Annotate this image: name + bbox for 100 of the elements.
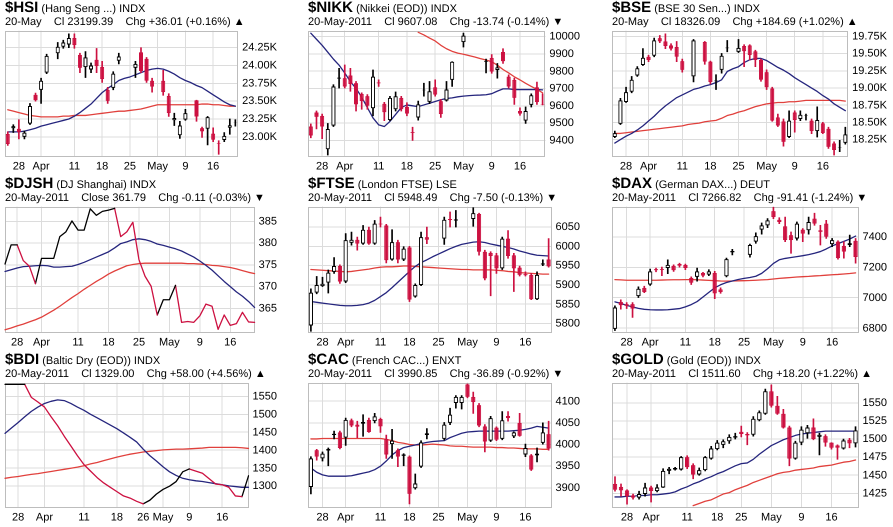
candlestick: [314, 276, 319, 294]
y-tick-label: 4000: [556, 438, 580, 451]
x-tick-label: May: [152, 511, 174, 524]
y-tick-label: 24.25K: [242, 42, 278, 54]
y-tick-label: 1350: [252, 462, 278, 474]
candlestick: [161, 70, 166, 96]
x-tick-label: 9: [196, 336, 203, 348]
y-tick-label: 23.25K: [242, 113, 278, 126]
y-tick-label: 7400: [862, 230, 888, 243]
candlestick: [384, 224, 388, 264]
y-tick-label: 4050: [556, 416, 580, 429]
x-tick-label: Apr: [642, 336, 660, 348]
candlestick: [697, 468, 702, 476]
x-tick-label: 25: [732, 160, 745, 172]
candlestick: [355, 236, 360, 251]
x-tick-label: Apr: [32, 160, 50, 172]
x-tick-label: May: [457, 336, 478, 348]
candlestick: [139, 47, 143, 73]
candlestick: [635, 66, 640, 77]
x-tick-label: 18: [403, 511, 416, 524]
y-tick-label: 385: [258, 215, 278, 228]
x-tick-label: 11: [676, 160, 688, 172]
x-tick-label: 11: [72, 336, 84, 348]
x-tick-label: 9: [800, 336, 806, 348]
candlestick: [658, 35, 662, 44]
x-tick-label: May: [453, 160, 474, 172]
y-tick-label: 1475: [862, 451, 888, 464]
y-tick-label: 1550: [252, 390, 278, 402]
chart-subtitle: 20-May Cl 23199.39 Chg +36.01 (+0.16%) ▲: [4, 16, 246, 28]
candlestick: [342, 64, 347, 88]
x-tick-label: 25: [432, 336, 445, 348]
candlestick: [500, 411, 504, 440]
candlestick: [413, 283, 418, 298]
candlestick: [433, 80, 438, 96]
candlestick: [399, 96, 404, 112]
x-tick-label: 18: [110, 511, 124, 524]
y-tick-label: 1550: [862, 396, 888, 409]
y-tick-label: 9900: [549, 48, 574, 60]
y-tick-label: 380: [258, 237, 278, 250]
candlestick: [748, 44, 752, 60]
y-tick-label: 10000: [549, 30, 580, 43]
candlestick: [471, 207, 476, 227]
x-tick-label: 9: [493, 336, 500, 348]
x-tick-label: 16: [207, 160, 220, 172]
y-tick-label: 4100: [556, 395, 580, 408]
chart-title: $BSE (BSE 30 Sen...) INDX: [612, 0, 760, 16]
y-tick-label: 3950: [556, 460, 580, 472]
y-tick-label: 6000: [556, 240, 580, 252]
candlestick: [172, 112, 176, 126]
x-tick-label: 28: [620, 160, 632, 172]
chart-title: $BDI (Baltic Dry (EOD)) INDX: [5, 351, 160, 368]
candlestick: [442, 422, 446, 441]
y-tick-label: 1425: [862, 487, 888, 500]
x-tick-label: 18: [711, 511, 724, 524]
y-tick-label: 9400: [549, 134, 574, 146]
y-tick-label: 375: [258, 258, 278, 271]
y-tick-label: 23.50K: [242, 95, 278, 108]
x-tick-label: 25: [432, 511, 445, 524]
candlestick: [6, 132, 10, 146]
x-tick-label: 9: [488, 160, 495, 172]
x-tick-label: 18: [704, 160, 717, 172]
candlestick: [442, 216, 446, 245]
candlestick: [754, 232, 758, 244]
y-tick-label: 9600: [549, 100, 574, 112]
x-tick-label: 25: [132, 336, 146, 348]
x-tick-label: 11: [681, 511, 693, 524]
candlestick: [689, 276, 694, 285]
y-tick-label: 1500: [862, 433, 888, 446]
candlestick: [529, 273, 534, 300]
x-tick-label: Apr: [642, 511, 660, 524]
chart-subtitle: 20-May-2011 Cl 1511.60 Chg +18.20 (+1.22%) ▲: [611, 368, 873, 380]
y-tick-label: 1450: [862, 469, 888, 482]
candlestick: [529, 94, 534, 108]
chart-title: $DAX (German DAX...) DEUT: [612, 175, 770, 192]
x-tick-label: 16: [825, 511, 838, 524]
x-tick-label: 11: [680, 336, 692, 348]
x-tick-label: 11: [78, 511, 90, 524]
y-tick-label: 19.50K: [852, 48, 888, 60]
candlestick: [416, 100, 420, 120]
chart-title: $FTSE (London FTSE) LSE: [308, 175, 457, 192]
y-tick-label: 19.00K: [852, 82, 888, 94]
candlestick: [344, 418, 348, 446]
chart-title: $HSI (Hang Seng ...) INDX: [5, 0, 146, 16]
x-tick-label: Apr: [337, 336, 355, 348]
candlestick: [194, 100, 199, 122]
x-tick-label: 16: [826, 336, 838, 348]
y-tick-label: 365: [258, 302, 278, 314]
x-tick-label: May: [457, 511, 478, 524]
chart-subtitle: 20-May-2011 Cl 5948.49 Chg -7.50 (-0.13%) ▼: [307, 192, 558, 204]
candlestick: [727, 434, 732, 444]
x-tick-label: 16: [216, 511, 228, 524]
x-tick-label: 9: [493, 511, 500, 524]
y-tick-label: 370: [258, 280, 278, 293]
candlestick: [355, 420, 360, 438]
candlestick: [680, 58, 684, 72]
y-tick-label: 3900: [556, 482, 580, 494]
y-tick-label: 24.00K: [242, 60, 278, 72]
y-tick-label: 6050: [556, 221, 580, 234]
chart-subtitle: 20-May-2011 Close 361.79 Chg -0.11 (-0.03%) ▼: [4, 192, 266, 204]
x-tick-label: 18: [708, 336, 721, 348]
